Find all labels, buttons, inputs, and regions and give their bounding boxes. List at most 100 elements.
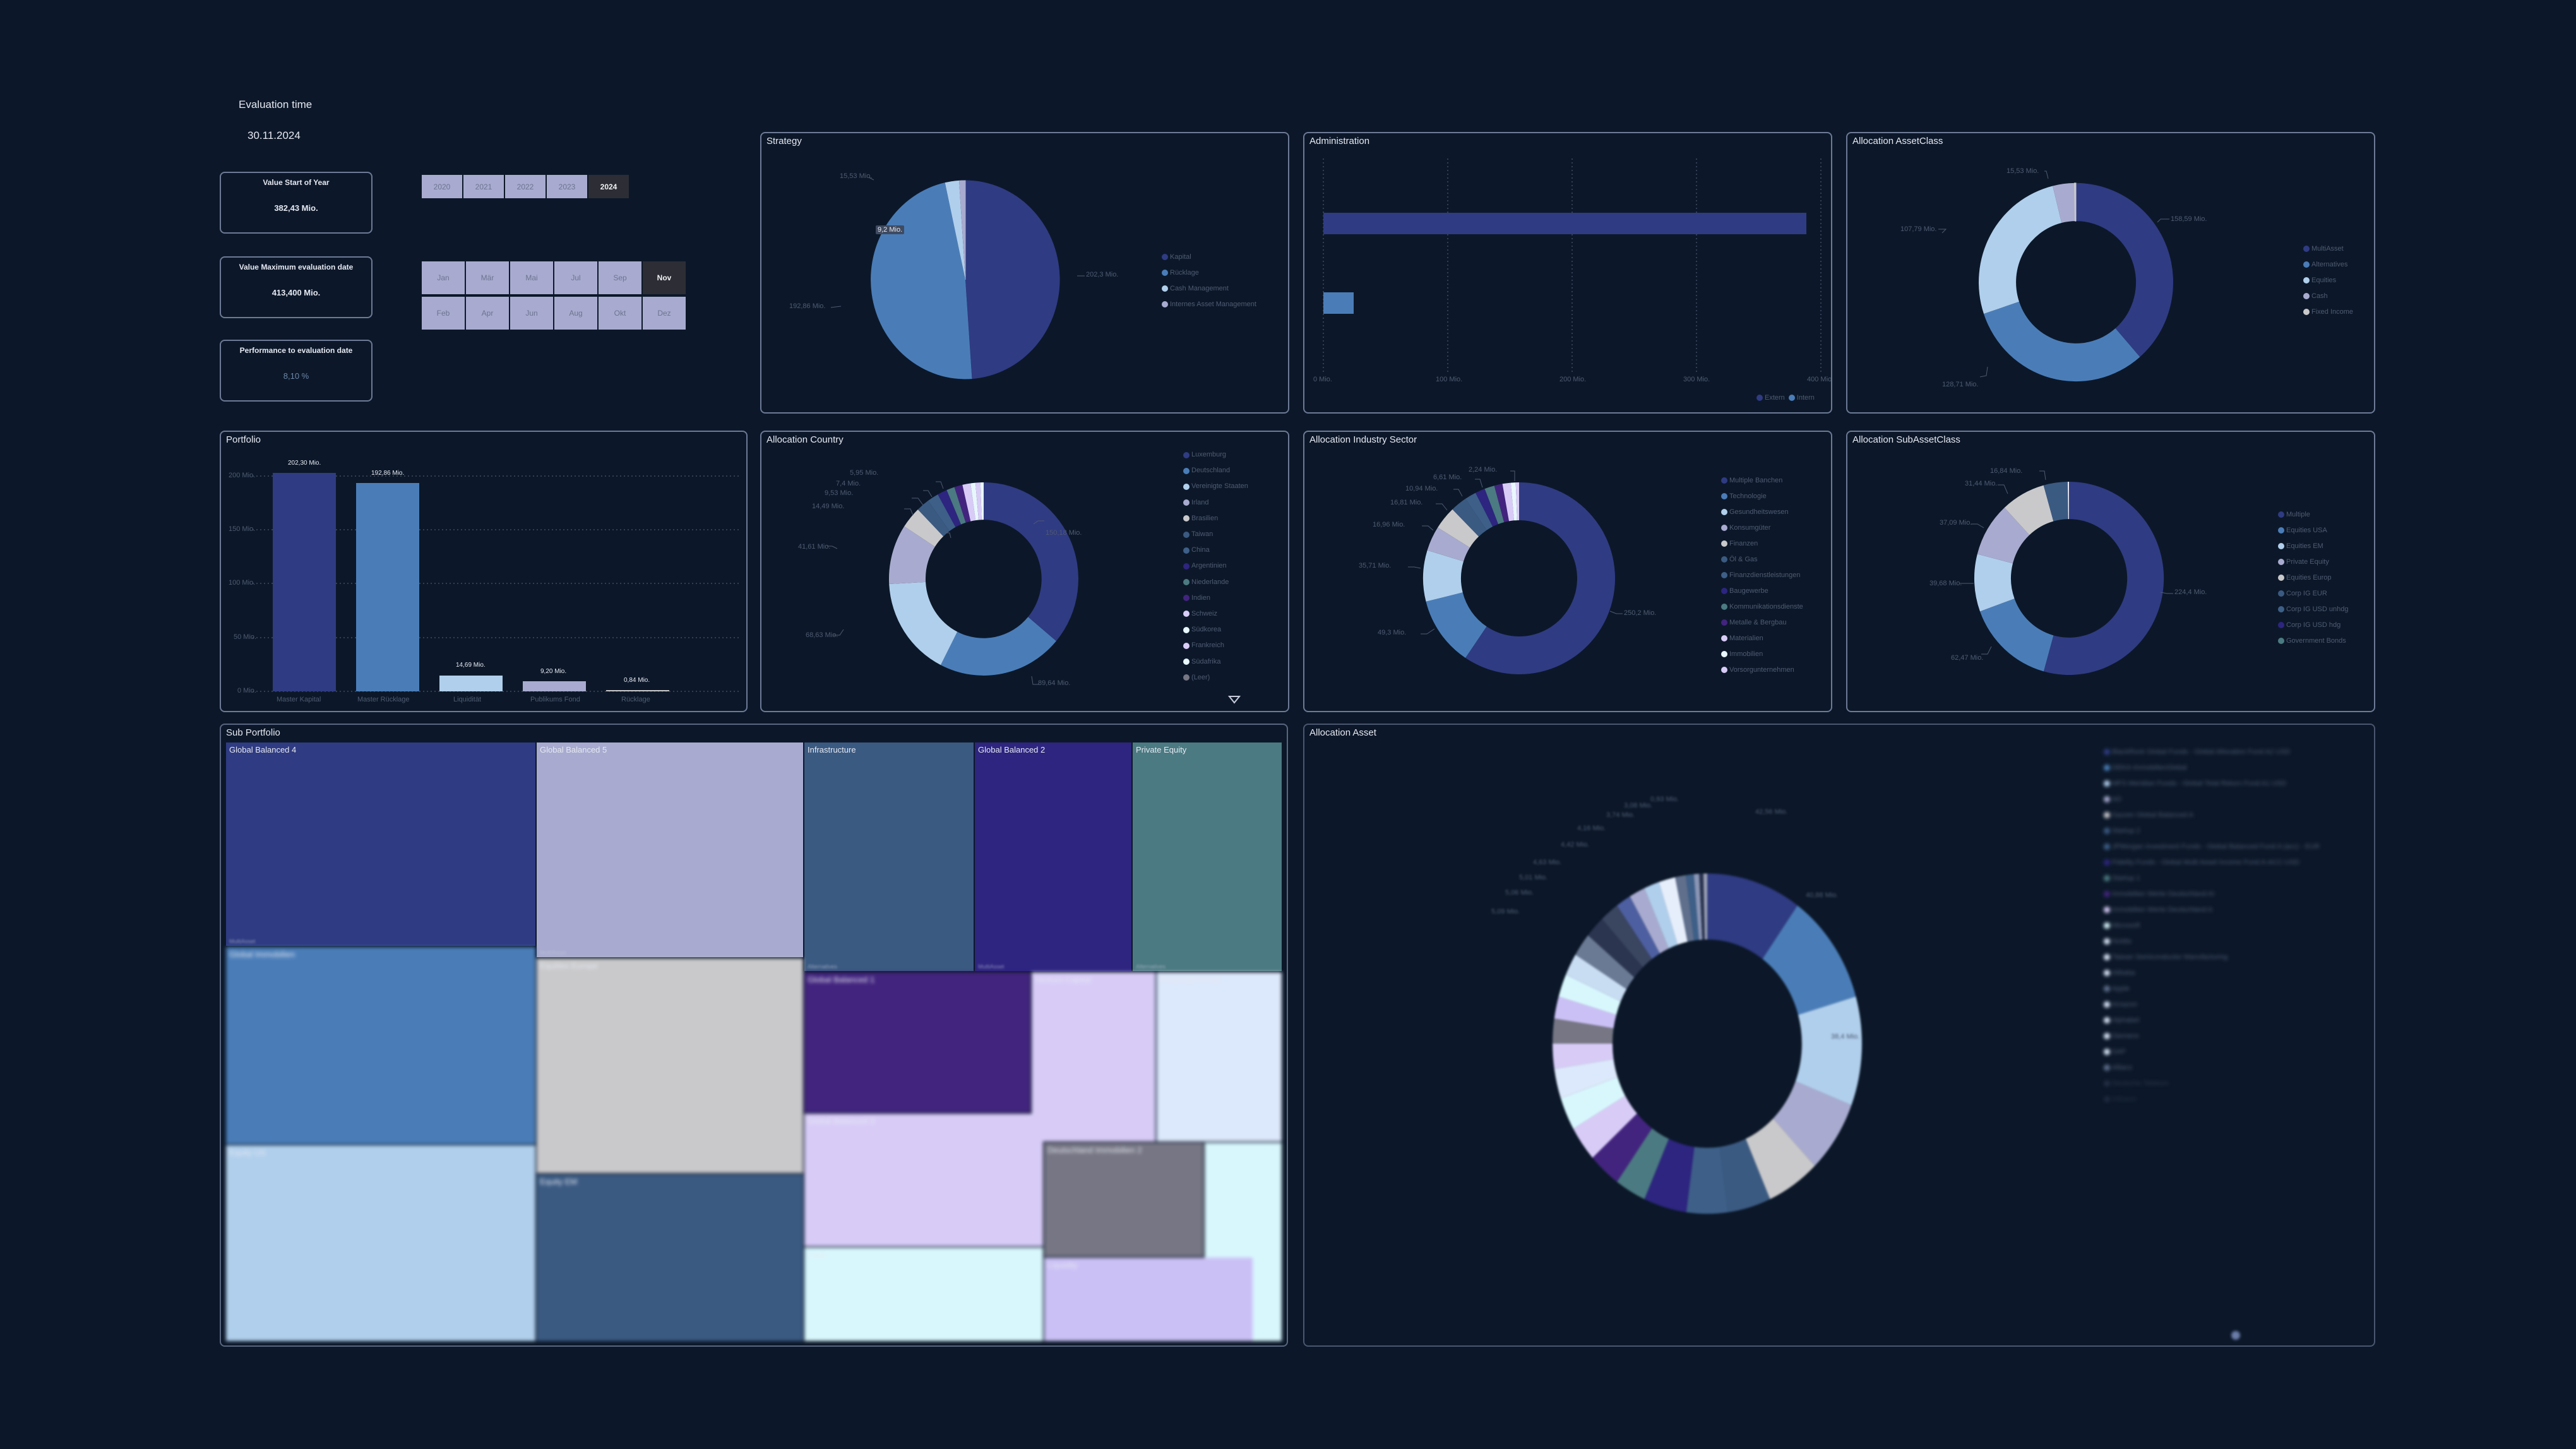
legend-item[interactable]: Alternatives [2303,256,2353,272]
legend-item[interactable]: Corp IG USD unhdg [2278,601,2348,617]
legend-item[interactable]: Extern [1756,393,1785,402]
treemap-tile[interactable]: Corporate Credit [1157,972,1282,1142]
legend-item[interactable]: Internes Asset Management [1162,296,1256,312]
legend-item[interactable]: Nvidia [2104,933,2320,949]
legend-item[interactable]: Multiple Banchen [1721,472,1803,488]
legend-item[interactable]: Brasilien [1183,511,1248,527]
month-button-mai[interactable]: Mai [510,261,553,294]
legend-item[interactable]: Materialien [1721,630,1803,646]
year-button-2022[interactable]: 2022 [505,175,546,198]
legend-item[interactable]: Apple [2104,981,2320,996]
legend-item[interactable]: Argentinien [1183,558,1248,574]
legend-item[interactable]: Luxemburg [1183,447,1248,463]
treemap-tile[interactable] [1205,1143,1282,1341]
treemap-tile[interactable]: Equities Europe [537,958,803,1173]
legend-item[interactable]: China [1183,542,1248,558]
legend-item[interactable]: Deutsche Telekom [2104,1075,2320,1091]
month-button-jun[interactable]: Jun [510,297,553,330]
legend-scroll-indicator-icon[interactable] [2231,1331,2240,1340]
month-button-maer[interactable]: Mär [466,261,509,294]
legend-item[interactable]: Immobilien Werte Deutschland AI [2104,886,2320,902]
treemap-tile[interactable]: Global Balanced 4 MultiAsset [226,742,535,946]
legend-item[interactable]: Government Bonds [2278,633,2348,648]
legend-item[interactable]: Kommunikationsdienste [1721,599,1803,614]
month-button-dez[interactable]: Dez [643,297,686,330]
legend-item[interactable]: Equities [2303,272,2353,288]
legend-item[interactable]: Niederlande [1183,575,1248,590]
industry-donut-chart[interactable] [1304,432,1832,712]
year-button-2020[interactable]: 2020 [422,175,462,198]
legend-item[interactable]: Alphabet [2104,1012,2320,1028]
treemap-tile[interactable]: Global Immobilien [226,947,535,1144]
legend-item[interactable]: Kapital [1162,249,1256,265]
year-button-2021[interactable]: 2021 [463,175,504,198]
month-button-feb[interactable]: Feb [422,297,465,330]
treemap-tile[interactable]: Infrastructure Alternatives [804,742,974,971]
legend-item[interactable]: Baugewerbe [1721,583,1803,599]
treemap-tile[interactable]: Global Balanced 1 [804,972,1030,1112]
legend-item[interactable]: Corp IG USD hdg [2278,617,2348,633]
legend-item[interactable]: Öl & Gas [1721,551,1803,567]
legend-item[interactable]: AD [2104,791,2320,807]
treemap-tile[interactable]: Venture Capital [1032,972,1155,1142]
month-button-jul[interactable]: Jul [554,261,597,294]
legend-item[interactable]: Siemens [2104,1028,2320,1044]
legend-item[interactable]: Private Equity [2278,554,2348,569]
sub-asset-class-donut-chart[interactable] [1847,432,2375,712]
month-button-apr[interactable]: Apr [466,297,509,330]
legend-item[interactable]: Schweiz [1183,606,1248,622]
legend-item[interactable]: Multiple [2278,506,2348,522]
legend-item[interactable]: Sauren Global Balanced A [2104,807,2320,823]
legend-item[interactable]: Indien [1183,590,1248,606]
treemap-tile[interactable]: Equity US [226,1145,535,1341]
legend-item[interactable]: Finanzen [1721,535,1803,551]
month-button-nov[interactable]: Nov [643,261,686,294]
asset-class-donut-chart[interactable] [1847,133,2375,414]
legend-item[interactable]: Immobilien [1721,646,1803,662]
legend-item[interactable]: Equities EM [2278,538,2348,554]
legend-item[interactable]: Equities Europ [2278,569,2348,585]
legend-item[interactable]: Taiwan [1183,527,1248,542]
month-button-jan[interactable]: Jan [422,261,465,294]
legend-item[interactable]: Alibaba [2104,965,2320,981]
treemap-tile[interactable]: Cash [804,1248,1043,1341]
legend-item[interactable]: BlackRock Global Funds - Global Allocati… [2104,744,2320,760]
legend-item[interactable]: Equities USA [2278,522,2348,538]
legend-item[interactable]: Infineon [2104,1091,2320,1107]
legend-item[interactable]: Immobilien Werte Deutschland A [2104,902,2320,917]
legend-item[interactable]: Allianz [2104,1059,2320,1075]
month-button-aug[interactable]: Aug [554,297,597,330]
legend-item[interactable]: Südkorea [1183,622,1248,638]
legend-item[interactable]: Irland [1183,495,1248,511]
month-button-okt[interactable]: Okt [599,297,641,330]
legend-item[interactable]: JPMorgan Investment Funds - Global Balan… [2104,838,2320,854]
month-button-sep[interactable]: Sep [599,261,641,294]
legend-item[interactable]: Technologie [1721,488,1803,504]
legend-item[interactable]: Startup 2 [2104,823,2320,838]
administration-bar-chart[interactable] [1304,133,1832,414]
legend-item[interactable]: Fixed Income [2303,304,2353,319]
legend-scroll-down-icon[interactable] [1227,696,1241,704]
legend-item[interactable]: DEKA-ImmobilienGlobal [2104,760,2320,775]
legend-item[interactable]: Südafrika [1183,653,1248,669]
legend-item[interactable]: Amazon [2104,996,2320,1012]
legend-item[interactable]: Deutschland [1183,463,1248,479]
legend-item[interactable]: Frankreich [1183,638,1248,653]
asset-donut-chart[interactable] [1304,725,2375,1347]
legend-item[interactable]: Metalle & Bergbau [1721,614,1803,630]
legend-item[interactable]: Gesundheitswesen [1721,504,1803,520]
year-button-2024[interactable]: 2024 [588,175,629,198]
legend-item[interactable]: Fidelity Funds - Global Multi Asset Inco… [2104,854,2320,870]
legend-item[interactable]: MFS Meridian Funds - Global Total Return… [2104,775,2320,791]
legend-item[interactable]: Taiwan Semiconductor Manufacturing [2104,949,2320,965]
treemap-tile[interactable]: Global Balanced 2 MultiAsset [975,742,1131,971]
legend-item[interactable]: Cash [2303,288,2353,304]
treemap-tile[interactable]: Global Balanced 5 MultiAsset [537,742,803,957]
legend-item[interactable]: Microsoft [2104,917,2320,933]
legend-item[interactable]: (Leer) [1183,670,1248,686]
legend-item[interactable]: Finanzdienstleistungen [1721,567,1803,583]
legend-item[interactable]: Vereinigte Staaten [1183,479,1248,494]
treemap-tile[interactable]: Deutschland Immobilien 2 [1044,1143,1203,1256]
treemap-tile[interactable]: Private Equity Alternatives [1133,742,1282,971]
year-button-2023[interactable]: 2023 [547,175,587,198]
